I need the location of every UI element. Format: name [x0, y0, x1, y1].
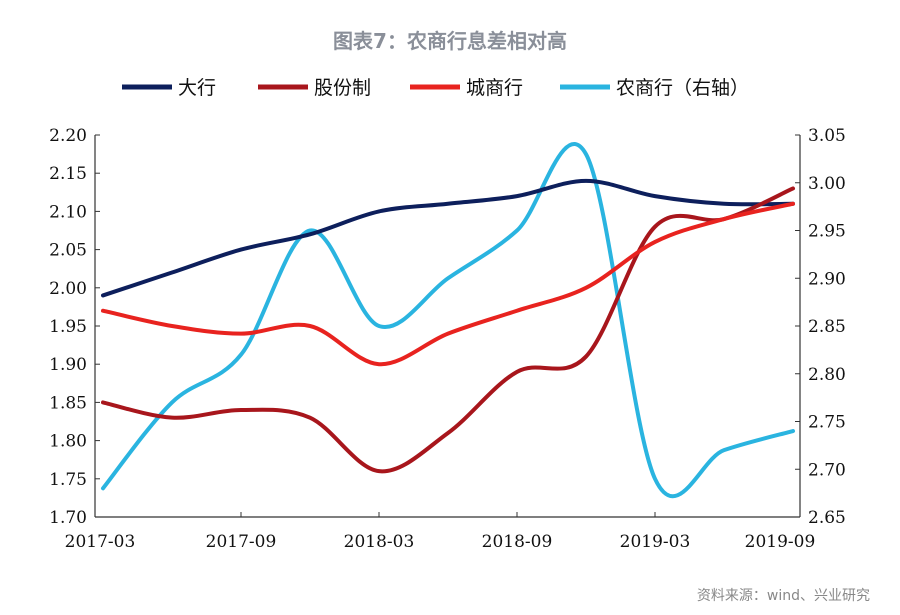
- left-tick-label: 1.75: [49, 470, 87, 490]
- series-line-2: [101, 201, 795, 367]
- left-tick-label: 1.95: [49, 317, 87, 337]
- x-tick-label: 2017-03: [65, 532, 136, 552]
- right-tick-label: 2.85: [808, 317, 846, 337]
- x-tick-label: 2018-03: [344, 532, 415, 552]
- x-tick-label: 2019-03: [620, 532, 691, 552]
- right-tick-label: 2.75: [808, 413, 846, 433]
- left-tick-label: 2.10: [49, 202, 87, 222]
- source-note: 资料来源：wind、兴业研究: [697, 588, 870, 604]
- x-tick-label: 2019-09: [745, 532, 816, 552]
- right-tick-label: 2.70: [808, 460, 846, 480]
- legend-label: 大行: [178, 77, 216, 99]
- right-tick-label: 2.95: [808, 222, 846, 242]
- left-tick-label: 2.05: [49, 241, 87, 261]
- chart-title: 图表7：农商行息差相对高: [333, 29, 567, 53]
- right-tick-label: 2.80: [808, 365, 846, 385]
- legend-label: 农商行（右轴）: [616, 77, 749, 99]
- right-tick-label: 2.90: [808, 269, 846, 289]
- legend-label: 城商行: [466, 77, 523, 99]
- x-tick-label: 2017-09: [206, 532, 277, 552]
- series-line-3: [101, 142, 795, 499]
- series-line-1: [101, 186, 795, 474]
- right-tick-label: 2.65: [808, 508, 846, 528]
- left-tick-label: 2.00: [49, 279, 87, 299]
- legend-label: 股份制: [314, 77, 371, 99]
- left-tick-label: 2.20: [49, 126, 87, 146]
- axes: 1.70 1.75 1.80 1.85 1.90 1.95 2.00 2.05 2.10 2.15…: [49, 126, 846, 552]
- series-lines: [101, 142, 795, 499]
- x-tick-label: 2018-09: [482, 532, 553, 552]
- left-tick-label: 2.15: [49, 164, 87, 184]
- left-tick-label: 1.85: [49, 393, 87, 413]
- legend: 大行 股份制 城商行 农商行（右轴）: [122, 77, 749, 99]
- left-tick-label: 1.80: [49, 432, 87, 452]
- right-tick-label: 3.00: [808, 174, 846, 194]
- left-tick-label: 1.90: [49, 355, 87, 375]
- right-tick-label: 3.05: [808, 126, 846, 146]
- left-tick-label: 1.70: [49, 508, 87, 528]
